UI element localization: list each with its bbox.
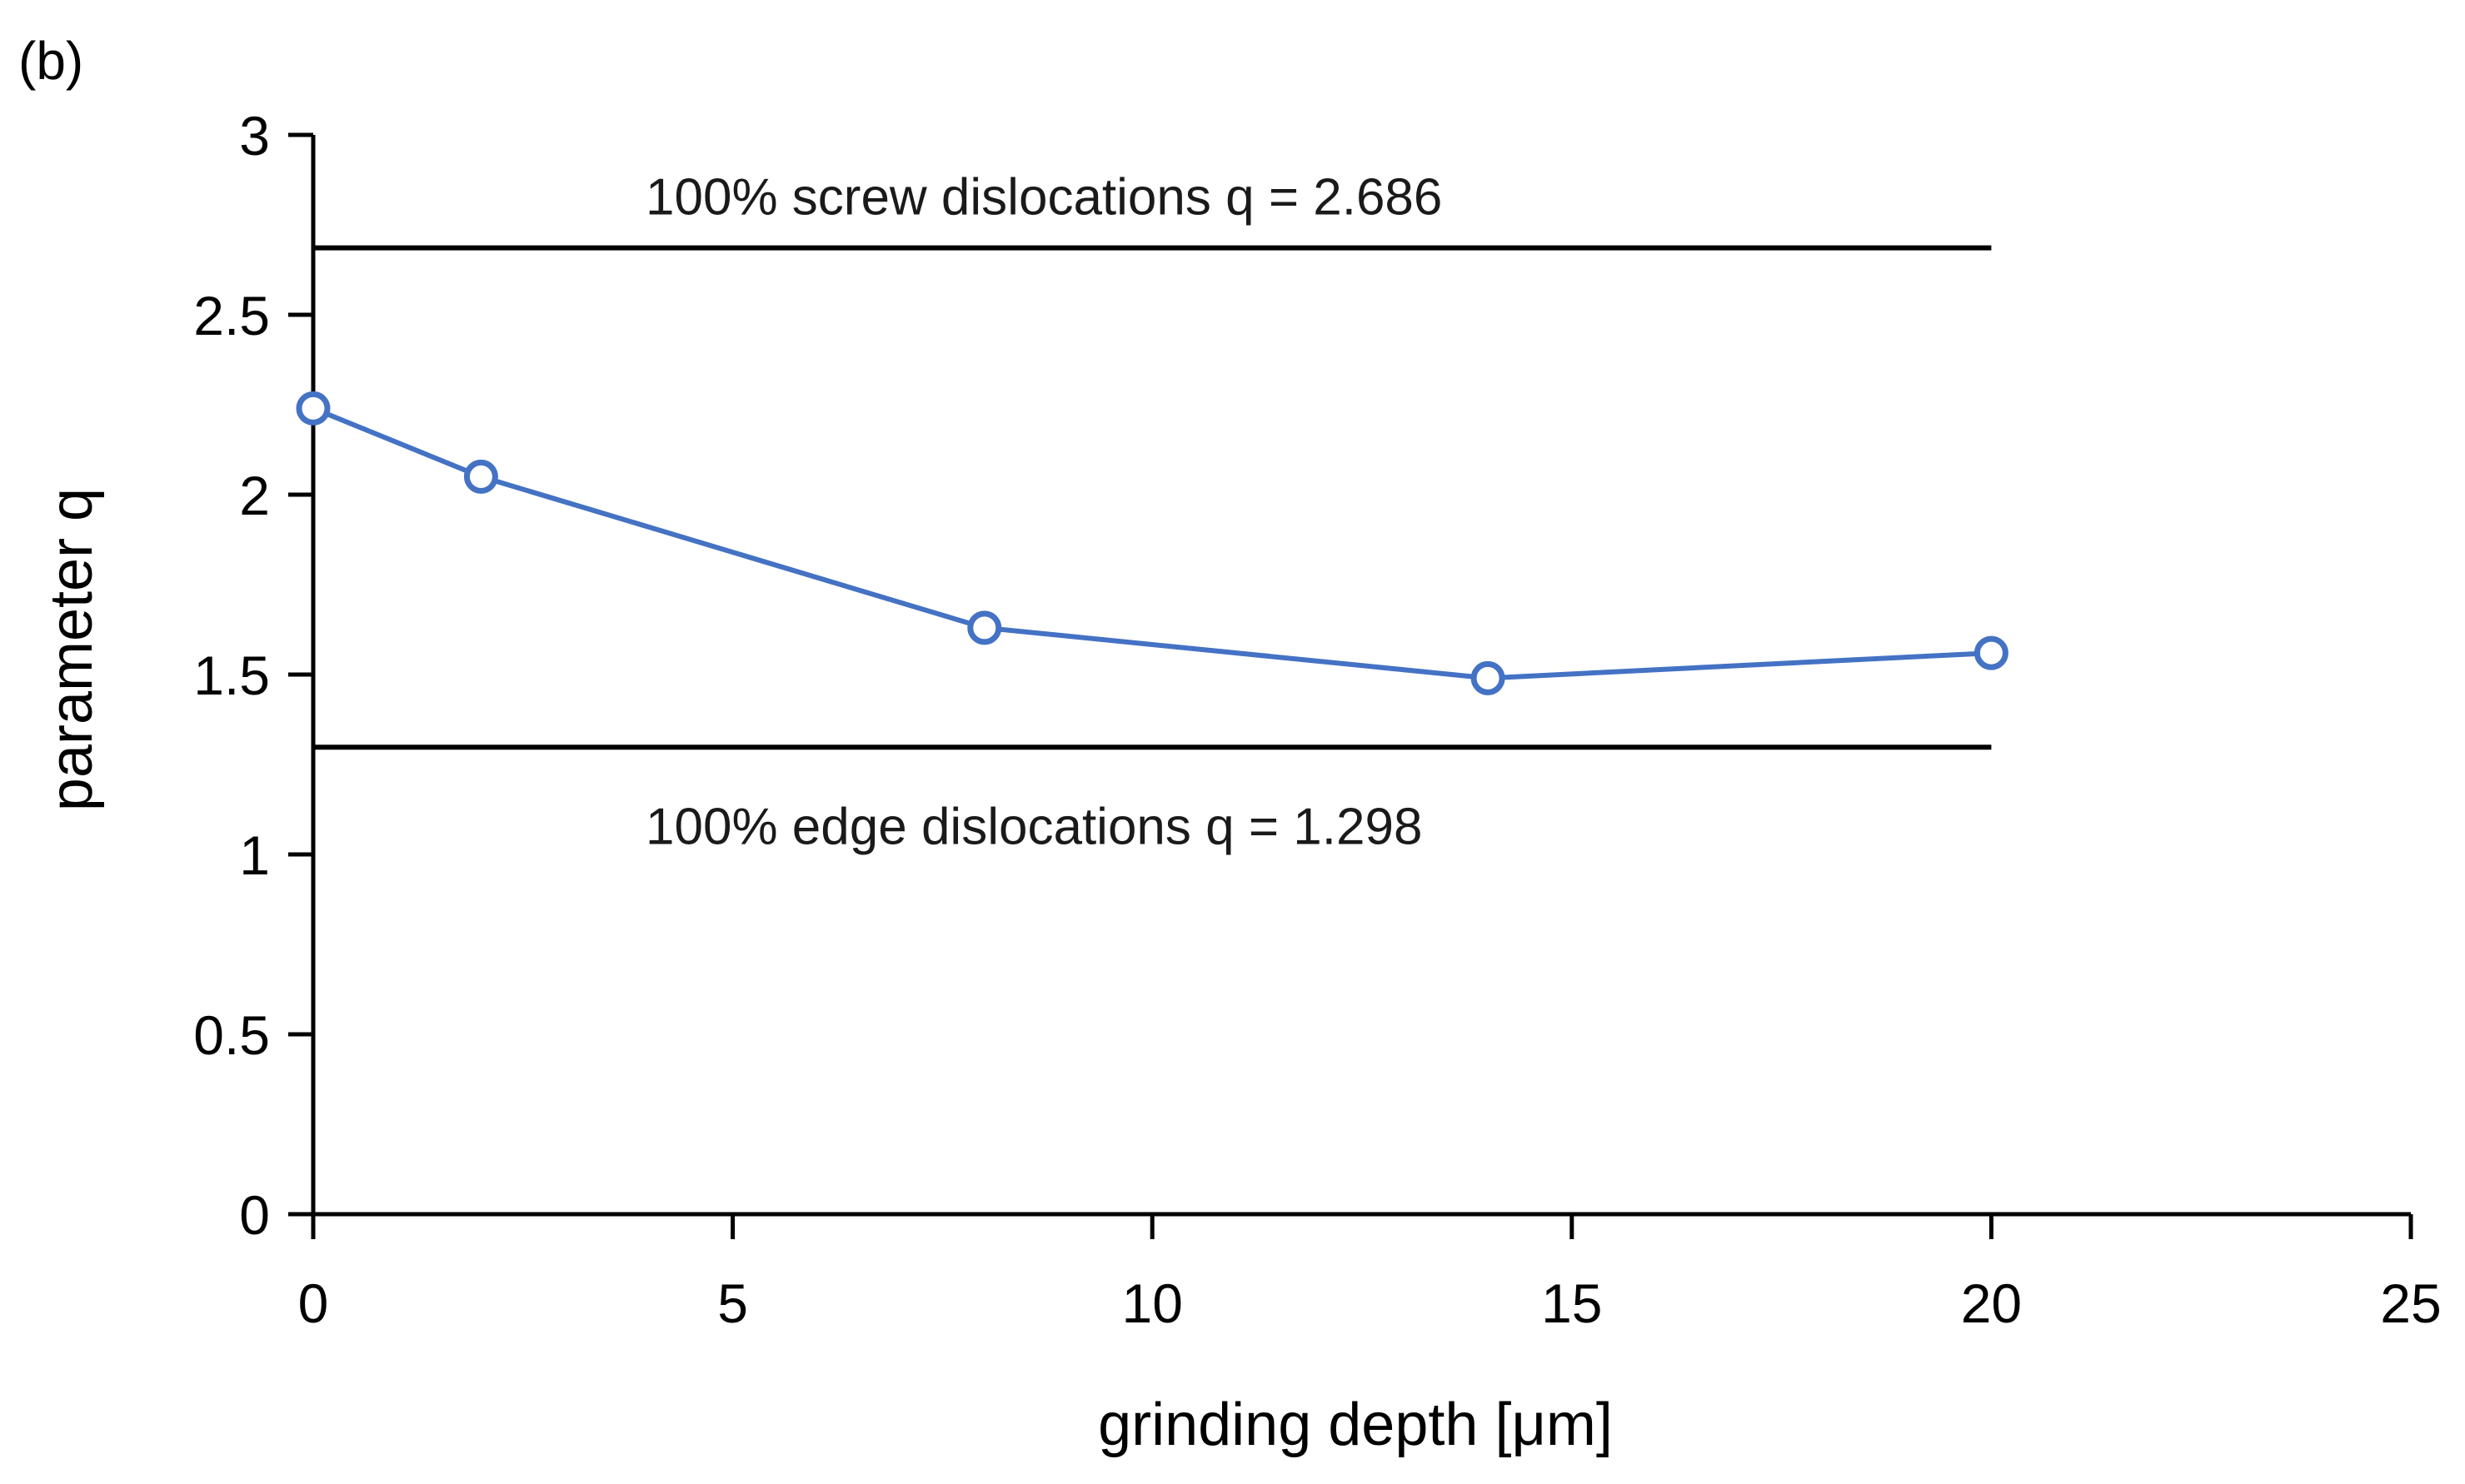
x-tick-label: 25	[2380, 1272, 2441, 1334]
series-line	[312, 406, 1992, 681]
axes: 0 0.5 1 1.5 2 2.5 3 0 5 10 15 20 25	[193, 105, 2441, 1334]
data-point	[1973, 635, 2008, 670]
data-point	[1470, 660, 1505, 695]
x-tick-label: 15	[1541, 1272, 1602, 1334]
reference-lines: 100% screw dislocations q = 2.686 100% ed…	[313, 169, 1992, 855]
reference-line-label: 100% screw dislocations q = 2.686	[646, 169, 1442, 227]
panel-label: (b)	[18, 31, 83, 91]
data-point	[967, 610, 1002, 645]
y-tick-label: 1.5	[193, 645, 270, 706]
y-tick-label: 3	[239, 105, 270, 167]
y-axis-title: parameter q	[38, 488, 105, 811]
y-tick-label: 0.5	[193, 1004, 270, 1066]
series-layer	[296, 391, 2008, 695]
x-tick-label: 0	[298, 1272, 329, 1334]
x-tick-label: 5	[717, 1272, 748, 1334]
reference-line-label: 100% edge dislocations q = 1.298	[646, 798, 1422, 855]
y-tick-label: 0	[239, 1184, 270, 1246]
data-point	[296, 391, 331, 426]
data-point	[463, 459, 498, 494]
x-tick-label: 10	[1121, 1272, 1182, 1334]
y-tick-label: 2	[239, 465, 270, 526]
y-tick-label: 1	[239, 824, 270, 886]
x-axis-title: grinding depth [μm]	[1098, 1392, 1613, 1458]
x-tick-label: 20	[1961, 1272, 2022, 1334]
y-tick-label: 2.5	[193, 285, 270, 346]
